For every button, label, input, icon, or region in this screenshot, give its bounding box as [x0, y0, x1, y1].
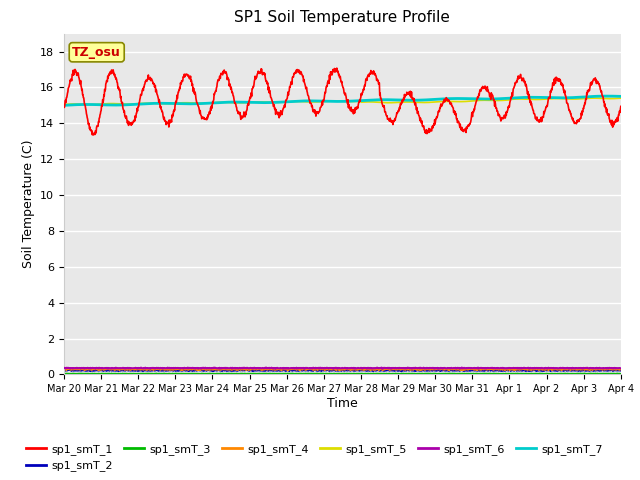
Text: TZ_osu: TZ_osu [72, 46, 121, 59]
X-axis label: Time: Time [327, 397, 358, 410]
Legend: sp1_smT_1, sp1_smT_2, sp1_smT_3, sp1_smT_4, sp1_smT_5, sp1_smT_6, sp1_smT_7: sp1_smT_1, sp1_smT_2, sp1_smT_3, sp1_smT… [21, 440, 608, 476]
Y-axis label: Soil Temperature (C): Soil Temperature (C) [22, 140, 35, 268]
Title: SP1 Soil Temperature Profile: SP1 Soil Temperature Profile [234, 11, 451, 25]
